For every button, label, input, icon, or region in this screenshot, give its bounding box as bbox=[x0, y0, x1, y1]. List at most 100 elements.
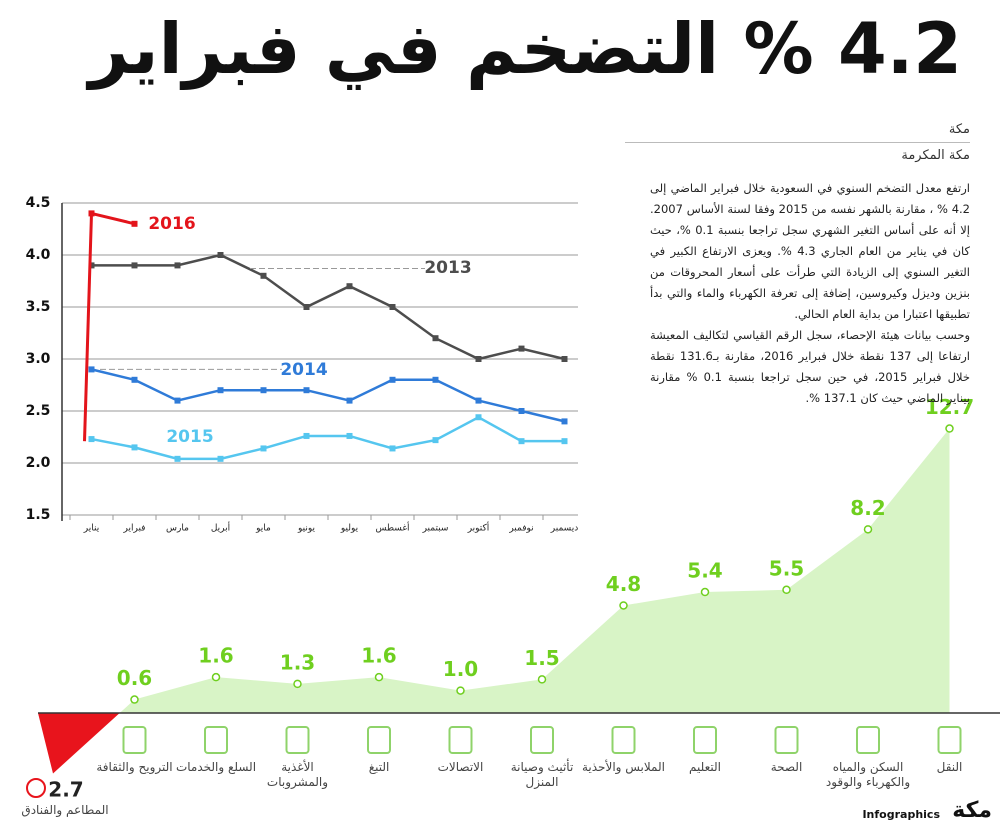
point bbox=[130, 695, 139, 704]
point bbox=[374, 672, 384, 682]
point bbox=[88, 436, 95, 443]
value-label: 12.7 bbox=[925, 395, 974, 419]
series-connector bbox=[83, 213, 93, 442]
point bbox=[537, 675, 547, 684]
icon bbox=[611, 726, 636, 754]
icon bbox=[26, 778, 46, 798]
point bbox=[211, 672, 221, 682]
series-line bbox=[91, 415, 565, 461]
category-label: تأثيث وصيانة المنزل bbox=[510, 760, 574, 789]
point bbox=[131, 220, 138, 227]
series-label: 2014 bbox=[280, 360, 327, 380]
value-label: 5.5 bbox=[769, 556, 804, 580]
value-label: 2.7 bbox=[48, 778, 83, 802]
icon bbox=[856, 726, 880, 754]
point bbox=[561, 418, 568, 425]
category-label: الملابس والأحذية bbox=[581, 760, 665, 774]
point bbox=[456, 686, 465, 695]
x-tick-label: نوفمبر bbox=[508, 524, 533, 534]
point bbox=[260, 272, 267, 279]
point bbox=[700, 587, 710, 597]
point bbox=[88, 210, 95, 217]
x-tick-label: أكتوبر bbox=[467, 522, 490, 534]
point bbox=[518, 408, 525, 414]
rule bbox=[625, 142, 970, 143]
point bbox=[475, 356, 482, 362]
point bbox=[475, 397, 482, 404]
value-label: 1.3 bbox=[280, 650, 315, 674]
point bbox=[303, 387, 310, 394]
paragraph: وحسب بيانات هيئة الإحصاء، سجل الرقم القي… bbox=[650, 328, 971, 405]
city: مكة المكرمة bbox=[901, 148, 970, 163]
point bbox=[432, 437, 439, 444]
x-tick-label: أغسطس bbox=[375, 522, 409, 534]
x-tick-label: مايو bbox=[255, 524, 271, 534]
point bbox=[945, 424, 954, 433]
point bbox=[174, 262, 181, 269]
point bbox=[131, 376, 138, 383]
point bbox=[389, 445, 396, 452]
point bbox=[518, 345, 525, 352]
point bbox=[217, 455, 224, 462]
point bbox=[260, 445, 267, 452]
series-line bbox=[91, 368, 565, 423]
y-tick-label: 2.0 bbox=[26, 455, 51, 471]
icon bbox=[285, 726, 310, 754]
icon bbox=[122, 726, 147, 754]
source: مكة bbox=[948, 122, 970, 137]
point bbox=[389, 304, 396, 310]
x-tick-label: يوليو bbox=[340, 524, 359, 534]
x-tick-label: يناير bbox=[83, 524, 100, 534]
series-label: 2016 bbox=[148, 214, 195, 234]
x-tick-label: مارس bbox=[166, 524, 189, 534]
y-tick-label: 1.5 bbox=[26, 507, 51, 523]
point bbox=[518, 438, 525, 445]
point bbox=[432, 376, 439, 383]
point bbox=[131, 444, 138, 451]
value-label: 4.8 bbox=[606, 572, 641, 596]
point bbox=[260, 387, 267, 394]
category-label: النقل bbox=[936, 760, 963, 774]
category-label: الاتصالات bbox=[437, 760, 484, 774]
category-label: التعليم bbox=[689, 760, 721, 774]
point bbox=[346, 397, 353, 404]
point bbox=[346, 283, 353, 290]
point bbox=[389, 376, 396, 383]
point bbox=[561, 356, 568, 362]
category-label: الصحة bbox=[770, 760, 803, 774]
paragraph: ارتفع معدل التضخم السنوي في السعودية خلا… bbox=[650, 181, 970, 321]
logo: مكة bbox=[952, 798, 992, 823]
title: 4.2 % التضخم في فبراير bbox=[88, 8, 963, 90]
icon bbox=[448, 726, 473, 754]
y-tick-label: 3.5 bbox=[26, 299, 51, 315]
point bbox=[432, 335, 439, 342]
category-label: السلع والخدمات bbox=[175, 760, 257, 774]
x-tick-label: يونيو bbox=[297, 524, 316, 534]
point bbox=[863, 525, 873, 534]
value-label: 8.2 bbox=[850, 496, 885, 520]
point bbox=[303, 432, 310, 439]
y-tick-label: 3.0 bbox=[26, 351, 51, 367]
point bbox=[217, 252, 224, 258]
category-label: المطاعم والفنادق bbox=[21, 803, 109, 817]
series-line bbox=[91, 211, 135, 226]
category-label: التبغ bbox=[368, 760, 390, 774]
point bbox=[88, 366, 95, 373]
point bbox=[217, 387, 224, 394]
point bbox=[346, 432, 353, 439]
value-label: 1.6 bbox=[198, 644, 233, 668]
point bbox=[782, 585, 791, 595]
area bbox=[53, 428, 950, 713]
icon bbox=[204, 726, 228, 754]
y-tick-label: 4.5 bbox=[26, 195, 51, 211]
x-tick-label: ديسمبر bbox=[550, 524, 578, 534]
category-label: الترويح والثقافة bbox=[96, 760, 173, 774]
point bbox=[561, 438, 568, 445]
x-tick-label: فبراير bbox=[123, 524, 146, 534]
value-label: 0.6 bbox=[117, 666, 152, 690]
point bbox=[88, 262, 95, 269]
x-tick-label: أبريل bbox=[211, 522, 230, 534]
category-label: الأغذية والمشروبات bbox=[266, 760, 329, 789]
